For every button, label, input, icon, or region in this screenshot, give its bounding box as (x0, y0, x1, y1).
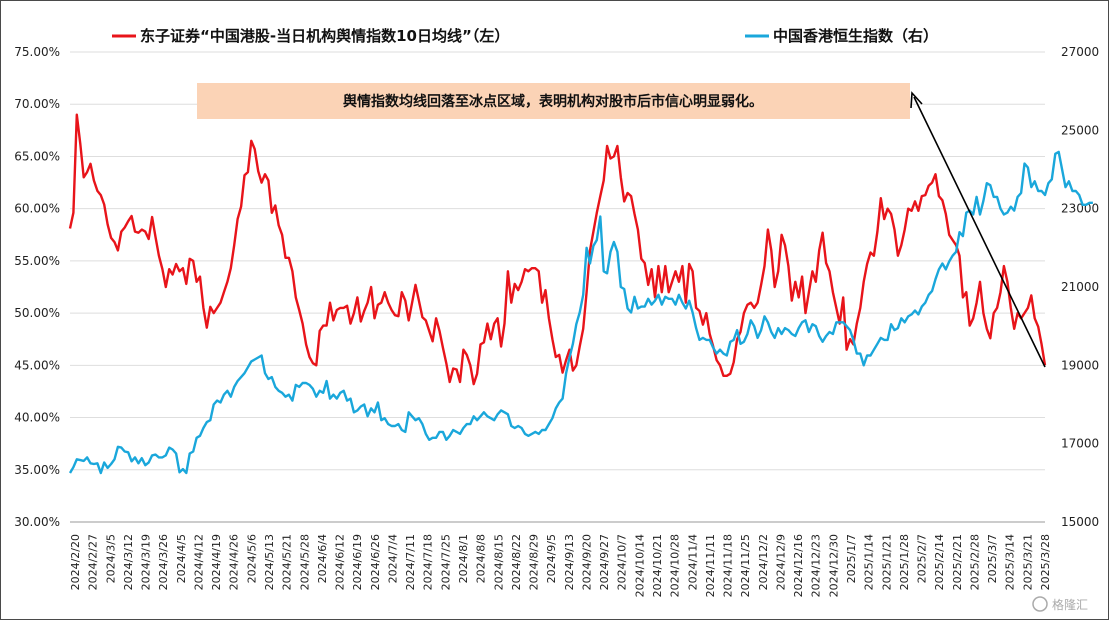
x-tick-label: 2024/8/8 (475, 534, 488, 583)
legend-label-sentiment: 东子证券“中国港股-当日机构舆情指数10日均线”（左） (140, 27, 509, 45)
y-left-tick-label: 70.00% (14, 97, 60, 111)
x-tick-label: 2025/3/28 (1039, 534, 1052, 590)
x-tick-label: 2024/2/20 (69, 534, 82, 590)
watermark-text: 格隆汇 (1052, 597, 1088, 612)
x-tick-label: 2024/6/12 (334, 534, 347, 590)
x-tick-label: 2024/4/26 (228, 534, 241, 590)
y-right-tick-label: 19000 (1061, 358, 1099, 372)
x-tick-label: 2024/5/28 (298, 534, 311, 590)
y-left-tick-label: 60.00% (14, 202, 60, 216)
x-tick-label: 2024/12/23 (810, 534, 823, 597)
x-tick-label: 2024/11/4 (686, 534, 699, 590)
y-left-tick-label: 45.00% (14, 358, 60, 372)
y-left-tick-label: 40.00% (14, 411, 60, 425)
y-axis-left: 30.00% 35.00% 40.00% 45.00% 50.00% 55.00% 60.0… (14, 45, 60, 529)
y-left-tick-label: 50.00% (14, 306, 60, 320)
x-tick-label: 2025/1/7 (845, 534, 858, 583)
x-tick-label: 2024/7/25 (439, 534, 452, 590)
x-tick-label: 2025/2/7 (916, 534, 929, 583)
y-right-tick-label: 17000 (1061, 437, 1099, 451)
series-line-hsi (68, 150, 1093, 475)
x-tick-label: 2024/9/13 (563, 534, 576, 590)
x-tick-label: 2024/8/22 (510, 534, 523, 590)
x-tick-label: 2024/12/16 (792, 534, 805, 597)
x-tick-label: 2024/5/21 (281, 534, 294, 590)
x-tick-label: 2024/9/27 (598, 534, 611, 590)
x-tick-label: 2025/3/14 (1004, 534, 1017, 590)
x-tick-label: 2024/3/5 (104, 534, 117, 583)
x-tick-label: 2024/7/4 (386, 534, 399, 583)
x-tick-label: 2024/4/12 (192, 534, 205, 590)
x-tick-label: 2024/10/14 (633, 534, 646, 597)
legend-label-hsi: 中国香港恒生指数（右） (773, 27, 938, 45)
watermark: 格隆汇 (1032, 596, 1088, 612)
y-right-tick-label: 15000 (1061, 515, 1099, 529)
x-tick-label: 2024/9/5 (545, 534, 558, 583)
x-tick-label: 2025/2/21 (951, 534, 964, 590)
x-tick-label: 2024/5/13 (263, 534, 276, 590)
x-tick-label: 2024/10/7 (616, 534, 629, 590)
annotation-arrowhead (910, 91, 923, 109)
x-tick-label: 2025/3/7 (986, 534, 999, 583)
x-tick-label: 2024/12/9 (774, 534, 787, 590)
gridlines (70, 51, 1045, 523)
y-left-tick-label: 55.00% (14, 254, 60, 268)
x-tick-label: 2024/12/2 (757, 534, 770, 590)
y-right-tick-label: 23000 (1061, 202, 1099, 216)
x-tick-label: 2024/11/11 (704, 534, 717, 597)
y-left-tick-label: 30.00% (14, 515, 60, 529)
x-tick-label: 2024/7/18 (422, 534, 435, 590)
annotation: 舆情指数均线回落至冰点区域，表明机构对股市后市信心明显弱化。 (197, 83, 1046, 368)
x-tick-label: 2024/9/20 (580, 534, 593, 590)
x-tick-label: 2024/6/4 (316, 534, 329, 583)
x-tick-label: 2024/7/11 (404, 534, 417, 590)
series-line-sentiment (68, 113, 1047, 386)
x-tick-label: 2024/3/19 (140, 534, 153, 590)
x-tick-label: 2024/6/19 (351, 534, 364, 590)
x-tick-label: 2024/11/18 (722, 534, 735, 597)
x-tick-label: 2024/8/1 (457, 534, 470, 583)
y-axis-right: 15000 17000 19000 21000 23000 25000 27000 (1061, 45, 1099, 529)
series-lines (68, 113, 1093, 475)
x-tick-label: 2025/2/28 (968, 534, 981, 590)
legend: 东子证券“中国港股-当日机构舆情指数10日均线”（左） 中国香港恒生指数（右） (112, 27, 938, 45)
x-axis: 2024/2/20 2024/2/27 2024/3/5 2024/3/12 2024/… (69, 534, 1052, 597)
x-tick-label: 2025/3/21 (1021, 534, 1034, 590)
x-tick-label: 2025/1/21 (880, 534, 893, 590)
x-tick-label: 2025/1/28 (898, 534, 911, 590)
y-left-tick-label: 65.00% (14, 149, 60, 163)
x-tick-label: 2024/2/27 (87, 534, 100, 590)
x-tick-label: 2024/6/26 (369, 534, 382, 590)
x-tick-label: 2024/8/29 (528, 534, 541, 590)
watermark-logo-icon (1032, 596, 1048, 612)
x-tick-label: 2024/10/28 (669, 534, 682, 597)
y-left-tick-label: 75.00% (14, 45, 60, 59)
annotation-arrow (913, 96, 1046, 368)
y-right-tick-label: 27000 (1061, 45, 1099, 59)
x-tick-label: 2024/11/25 (739, 534, 752, 597)
x-tick-label: 2024/3/12 (122, 534, 135, 590)
annotation-box (197, 83, 910, 119)
x-tick-label: 2025/2/14 (933, 534, 946, 590)
y-right-tick-label: 21000 (1061, 280, 1099, 294)
x-tick-label: 2024/10/21 (651, 534, 664, 597)
x-tick-label: 2024/8/15 (492, 534, 505, 590)
x-tick-label: 2025/1/14 (863, 534, 876, 590)
y-right-tick-label: 25000 (1061, 123, 1099, 137)
x-tick-label: 2024/4/5 (175, 534, 188, 583)
x-tick-label: 2024/4/19 (210, 534, 223, 590)
annotation-text: 舆情指数均线回落至冰点区域，表明机构对股市后市信心明显弱化。 (343, 93, 763, 110)
x-tick-label: 2024/5/6 (245, 534, 258, 583)
y-left-tick-label: 35.00% (14, 463, 60, 477)
x-tick-label: 2024/3/26 (157, 534, 170, 590)
x-tick-label: 2024/12/30 (827, 534, 840, 597)
